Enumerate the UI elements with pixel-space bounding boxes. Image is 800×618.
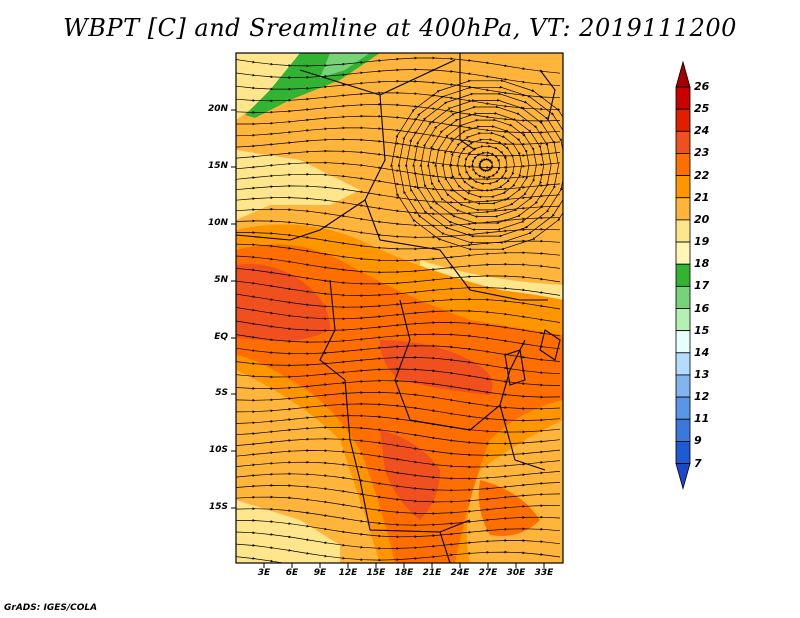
colorbar-segment: [675, 396, 691, 420]
colorbar-segment: [675, 330, 691, 354]
colorbar-label: 14: [694, 345, 710, 359]
colorbar-label: 13: [694, 367, 710, 381]
lat-label-5n: 5N: [214, 275, 228, 285]
colorbar-label: 15: [694, 323, 710, 337]
colorbar-segment: [675, 418, 691, 442]
colorbar-segment: [675, 308, 691, 332]
colorbar-segment: [675, 285, 691, 309]
lat-label-5s: 5S: [215, 388, 228, 398]
lon-label-15e: 15E: [366, 568, 386, 578]
lon-label-18e: 18E: [394, 568, 414, 578]
lat-label-15s: 15S: [208, 502, 228, 512]
lat-label-eq: EQ: [214, 332, 228, 342]
colorbar-label: 21: [694, 190, 710, 204]
colorbar-segment: [675, 263, 691, 287]
colorbar-label: 26: [694, 80, 710, 93]
lat-label-15n: 15N: [207, 161, 228, 171]
map-title: WBPT [C] and Sreamline at 400hPa, VT: 20…: [63, 14, 737, 42]
streamlines: [236, 56, 563, 563]
lat-label-10n: 10N: [207, 218, 228, 228]
colorbar-segment: [675, 440, 691, 464]
lon-label-12e: 12E: [338, 568, 358, 578]
lon-label-21e: 21E: [422, 568, 442, 578]
colorbar-label: 20: [694, 212, 710, 226]
colorbar-label: 18: [694, 257, 710, 271]
colorbar-label: 16: [694, 301, 710, 315]
grads-credit: GrADS: IGES/COLA: [4, 603, 98, 613]
lon-label-27e: 27E: [478, 568, 498, 578]
colorbar-label: 17: [694, 279, 710, 293]
colorbar: [675, 60, 691, 491]
colorbar-segment: [675, 153, 691, 176]
colorbar-label: 25: [694, 102, 710, 116]
colorbar-segment: [675, 130, 691, 154]
colorbar-top-arrow: [675, 60, 691, 88]
lon-label-6e: 6E: [285, 568, 299, 578]
lon-label-9e: 9E: [313, 568, 327, 578]
colorbar-bottom-arrow: [675, 463, 691, 491]
colorbar-label: 22: [694, 168, 710, 182]
lon-label-24e: 24E: [450, 568, 470, 578]
colorbar-segment: [675, 241, 691, 265]
colorbar-label: 7: [694, 456, 702, 470]
colorbar-label: 9: [694, 434, 702, 448]
colorbar-segment: [675, 175, 691, 199]
colorbar-label: 12: [694, 390, 710, 404]
lon-label-30e: 30E: [506, 568, 526, 578]
colorbar-segment: [675, 108, 691, 132]
lat-label-10s: 10S: [208, 445, 228, 455]
lat-label-20n: 20N: [207, 104, 228, 114]
colorbar-segment: [675, 352, 691, 376]
colorbar-label: 11: [694, 412, 710, 426]
colorbar-segment: [675, 374, 691, 398]
colorbar-segment: [675, 197, 691, 221]
axis-ticks: [231, 109, 545, 568]
colorbar-segment: [675, 219, 691, 243]
colorbar-label: 23: [694, 146, 710, 160]
lon-label-33e: 33E: [534, 568, 554, 578]
map-frame: [235, 52, 564, 564]
colorbar-segment: [675, 86, 691, 110]
colorbar-label: 19: [694, 235, 710, 249]
colorbar-label: 24: [694, 124, 710, 138]
lon-label-3e: 3E: [257, 568, 271, 578]
country-borders: [236, 53, 561, 563]
